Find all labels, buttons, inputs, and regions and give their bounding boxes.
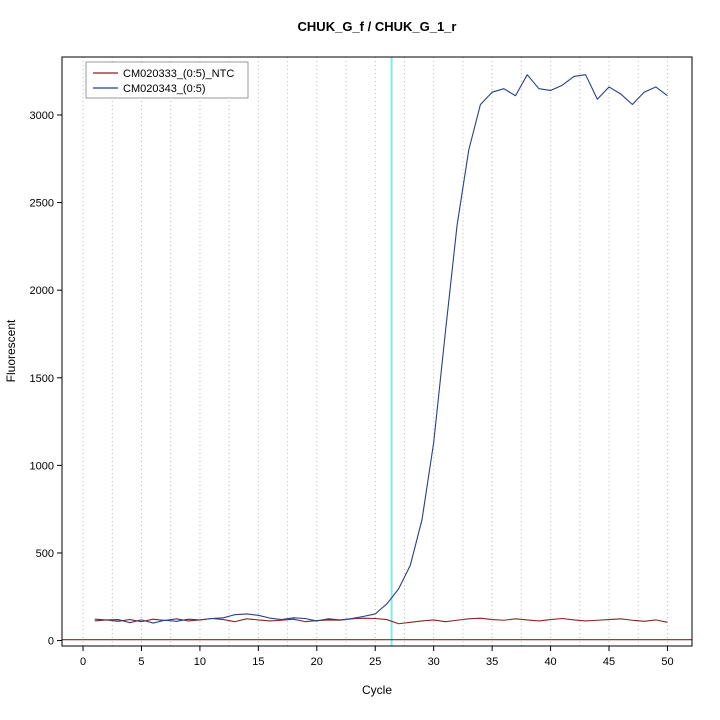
legend-label-sample: CM020343_(0:5) xyxy=(123,83,206,95)
y-tick-label: 1000 xyxy=(30,460,54,472)
series-line-ntc xyxy=(94,617,668,625)
x-tick-label: 5 xyxy=(138,656,144,668)
legend: CM020333_(0:5)_NTC CM020343_(0:5) xyxy=(85,61,249,99)
x-tick-label: 30 xyxy=(428,656,440,668)
x-tick-label: 45 xyxy=(603,656,615,668)
x-tick-label: 35 xyxy=(486,656,498,668)
chart-title: CHUK_G_f / CHUK_G_1_r xyxy=(298,19,457,34)
legend-box xyxy=(85,61,249,99)
series-line-sample xyxy=(94,74,668,624)
legend-label-ntc: CM020333_(0:5)_NTC xyxy=(123,68,234,80)
x-axis-title: Cycle xyxy=(362,683,392,697)
x-tick-label: 15 xyxy=(252,656,264,668)
series-layer xyxy=(94,74,668,625)
plot-border xyxy=(61,56,693,647)
axis-layer: 0 5 10 15 20 25 30 35 40 45 5005001000150020002500… xyxy=(30,110,674,668)
x-tick-label: 40 xyxy=(544,656,556,668)
y-tick-label: 1500 xyxy=(30,373,54,385)
y-tick-label: 3000 xyxy=(30,110,54,122)
x-tick-label: 25 xyxy=(369,656,381,668)
y-tick-label: 2000 xyxy=(30,285,54,297)
grid-layer xyxy=(82,57,668,646)
y-tick-label: 0 xyxy=(48,636,54,648)
y-tick-label: 500 xyxy=(36,548,54,560)
y-tick-label: 2500 xyxy=(30,198,54,210)
y-axis-title: Fluorescent xyxy=(4,319,18,382)
x-tick-label: 0 xyxy=(80,656,86,668)
x-tick-label: 10 xyxy=(194,656,206,668)
x-tick-label: 20 xyxy=(311,656,323,668)
x-tick-label: 50 xyxy=(661,656,673,668)
